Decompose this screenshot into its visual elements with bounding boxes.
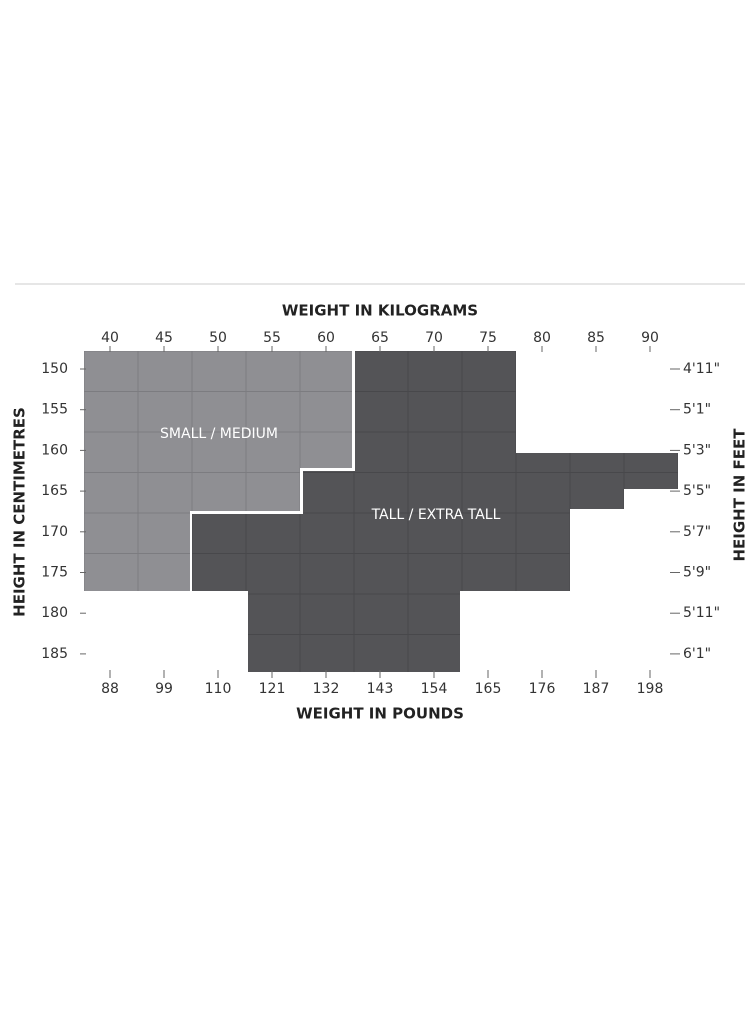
cm-tick-label: 175	[41, 565, 68, 581]
kg-tick-label: 40	[101, 330, 119, 346]
ft-tick-label: 5'5"	[683, 483, 711, 499]
axis-title: WEIGHT IN KILOGRAMS	[282, 302, 478, 320]
ft-tick-label: 5'11"	[683, 605, 720, 621]
kg-tick-label: 45	[155, 330, 173, 346]
lb-tick-label: 121	[259, 681, 286, 697]
lb-tick-label: 88	[101, 681, 119, 697]
kg-tick-label: 80	[533, 330, 551, 346]
cm-tick-label: 165	[41, 483, 68, 499]
lb-tick-label: 143	[367, 681, 394, 697]
kg-tick-label: 70	[425, 330, 443, 346]
cm-tick-label: 160	[41, 442, 68, 458]
kg-tick-label: 85	[587, 330, 605, 346]
axis-title: HEIGHT IN CENTIMETRES	[11, 407, 29, 617]
region-label: SMALL / MEDIUM	[160, 426, 278, 442]
cm-tick-label: 170	[41, 524, 68, 540]
lb-tick-label: 99	[155, 681, 173, 697]
lb-tick-label: 165	[475, 681, 502, 697]
cm-tick-label: 180	[41, 605, 68, 621]
lb-tick-label: 154	[421, 681, 448, 697]
lb-tick-label: 198	[637, 681, 664, 697]
kg-tick-label: 65	[371, 330, 389, 346]
ft-tick-label: 4'11"	[683, 361, 720, 377]
axis-title: HEIGHT IN FEET	[731, 428, 749, 562]
tall-region	[192, 351, 678, 672]
ft-tick-label: 5'1"	[683, 402, 711, 418]
ft-tick-label: 5'9"	[683, 565, 711, 581]
lb-tick-label: 187	[583, 681, 610, 697]
kg-tick-label: 50	[209, 330, 227, 346]
cm-tick-label: 185	[41, 646, 68, 662]
kg-tick-label: 55	[263, 330, 281, 346]
kg-tick-label: 60	[317, 330, 335, 346]
kg-tick-label: 90	[641, 330, 659, 346]
axis-title: WEIGHT IN POUNDS	[296, 705, 464, 723]
kg-tick-label: 75	[479, 330, 497, 346]
small-medium-region	[84, 351, 352, 591]
ft-tick-label: 6'1"	[683, 646, 711, 662]
lb-tick-label: 132	[313, 681, 340, 697]
ft-tick-label: 5'7"	[683, 524, 711, 540]
cm-tick-label: 155	[41, 402, 68, 418]
ft-tick-label: 5'3"	[683, 442, 711, 458]
region-label: TALL / EXTRA TALL	[371, 507, 501, 523]
lb-tick-label: 176	[529, 681, 556, 697]
lb-tick-label: 110	[205, 681, 232, 697]
cm-tick-label: 150	[41, 361, 68, 377]
